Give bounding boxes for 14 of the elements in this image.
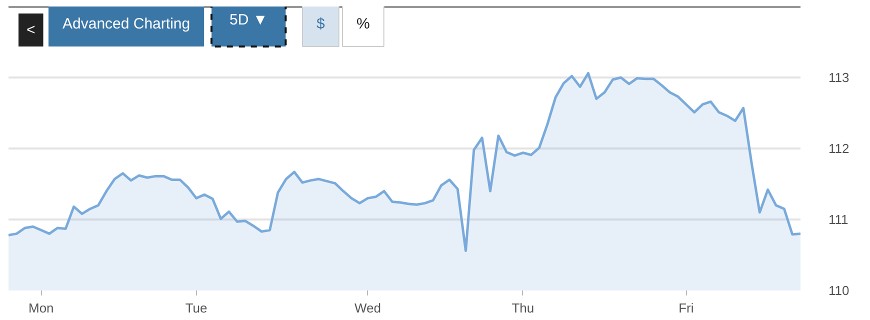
y-tick-label: 112	[828, 141, 850, 156]
annotation: <	[26, 22, 36, 38]
x-tick-label: Fri	[678, 300, 694, 316]
x-tick-label: Mon	[28, 300, 54, 316]
annotation: 5D ▼	[230, 12, 268, 28]
x-tick-label: Tue	[185, 300, 208, 316]
annotation: %	[356, 16, 370, 32]
annotation: $	[316, 16, 326, 32]
x-tick-label: Wed	[354, 300, 382, 316]
x-tick-label: Thu	[512, 300, 534, 316]
y-tick-label: 113	[828, 70, 850, 85]
annotation: Advanced Charting	[62, 16, 190, 32]
y-tick-label: 110	[828, 283, 850, 298]
y-tick-label: 111	[828, 212, 848, 227]
